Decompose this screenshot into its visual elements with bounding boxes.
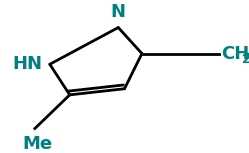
Text: N: N [111,3,126,21]
Text: Me: Me [22,135,52,153]
Text: HN: HN [12,55,42,73]
Text: —OH: —OH [246,45,249,63]
Text: 2: 2 [242,53,249,66]
Text: CH: CH [222,45,249,63]
